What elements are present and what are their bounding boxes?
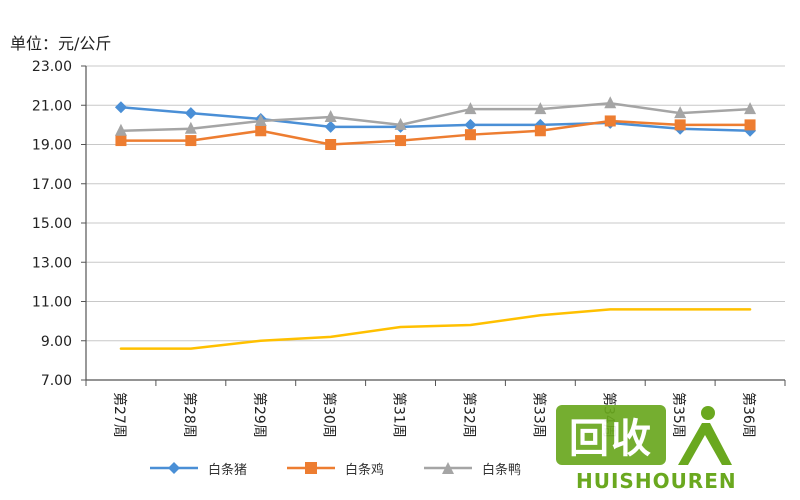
watermark-brand-text: HUISHOUREN — [576, 469, 737, 493]
y-tick-labels: 7.00 9.00 11.00 13.00 15.00 17.00 19.00 21.00 23… — [32, 59, 72, 389]
x-tick-labels: 第27周第28周第29周第30周第31周第32周第33周第34周第35周第36周 — [111, 392, 757, 438]
y-tick-label: 13.00 — [32, 255, 72, 271]
data-point — [464, 102, 477, 115]
y-tick-label: 9.00 — [41, 334, 72, 350]
data-point — [674, 119, 686, 131]
x-tick-label: 第35周 — [670, 392, 687, 438]
data-point — [255, 125, 267, 137]
series-3 — [119, 308, 752, 350]
data-point — [395, 135, 407, 147]
legend-swatch-chicken — [287, 462, 336, 474]
data-point — [464, 129, 476, 141]
data-point — [464, 118, 477, 131]
data-point — [324, 120, 337, 133]
data-point — [185, 135, 197, 147]
series-0 — [114, 101, 757, 137]
watermark-person-icon — [678, 406, 732, 465]
watermark-logo-text: 回收 — [569, 416, 653, 462]
y-tick-label: 19.00 — [32, 138, 72, 154]
legend-swatch-pork — [150, 462, 198, 474]
series-1 — [115, 115, 756, 150]
y-tick-label: 23.00 — [32, 59, 72, 75]
legend: 白条猪 白条鸡 白条鸭 — [150, 456, 521, 480]
grid-lines — [86, 65, 785, 342]
x-tick-label: 第31周 — [391, 392, 408, 438]
series-lines — [114, 96, 757, 350]
data-point — [254, 113, 267, 126]
x-tick-label: 第27周 — [111, 392, 128, 438]
data-point — [184, 121, 197, 134]
legend-label-pork: 白条猪 — [208, 462, 248, 478]
data-point — [115, 135, 127, 147]
legend-swatch-duck — [424, 462, 473, 474]
series-2 — [114, 96, 757, 136]
legend-item-pork: 白条猪 — [150, 459, 247, 478]
data-point — [324, 110, 337, 123]
data-point — [604, 115, 616, 127]
data-point — [744, 102, 757, 115]
legend-item-chicken: 白条鸡 — [287, 459, 384, 478]
watermark-logo: 回收 HUISHOUREN — [556, 405, 756, 495]
watermark-logo-box: 回收 — [556, 405, 666, 465]
data-point — [534, 125, 546, 137]
data-point — [744, 119, 756, 131]
data-point — [394, 117, 407, 130]
y-tick-label: 21.00 — [32, 98, 72, 114]
x-tick-label: 第29周 — [251, 392, 268, 438]
y-tick-label: 17.00 — [32, 177, 72, 193]
data-point — [184, 107, 197, 120]
series-line — [119, 119, 752, 146]
data-point — [604, 96, 617, 109]
x-tick-label: 第36周 — [740, 392, 757, 438]
legend-label-duck: 白条鸭 — [482, 462, 522, 478]
data-point — [325, 139, 337, 150]
series-line — [119, 105, 752, 133]
x-tick-label: 第30周 — [321, 392, 338, 438]
legend-item-duck: 白条鸭 — [424, 459, 521, 478]
data-point — [114, 101, 127, 114]
y-unit-label: 单位：元/公斤 — [10, 34, 112, 53]
x-tick-label: 第33周 — [530, 392, 547, 438]
data-point — [674, 106, 687, 119]
legend-label-chicken: 白条鸡 — [345, 462, 385, 478]
data-point — [534, 102, 547, 115]
y-tick-label: 15.00 — [32, 216, 72, 232]
y-tick-label: 11.00 — [32, 295, 72, 311]
series-line — [119, 308, 752, 350]
series-line — [119, 102, 752, 133]
y-tick-label: 7.00 — [41, 373, 72, 389]
x-tick-label: 第28周 — [181, 392, 198, 438]
x-tick-label: 第32周 — [460, 392, 477, 438]
axes — [81, 65, 786, 386]
data-point — [114, 123, 127, 136]
